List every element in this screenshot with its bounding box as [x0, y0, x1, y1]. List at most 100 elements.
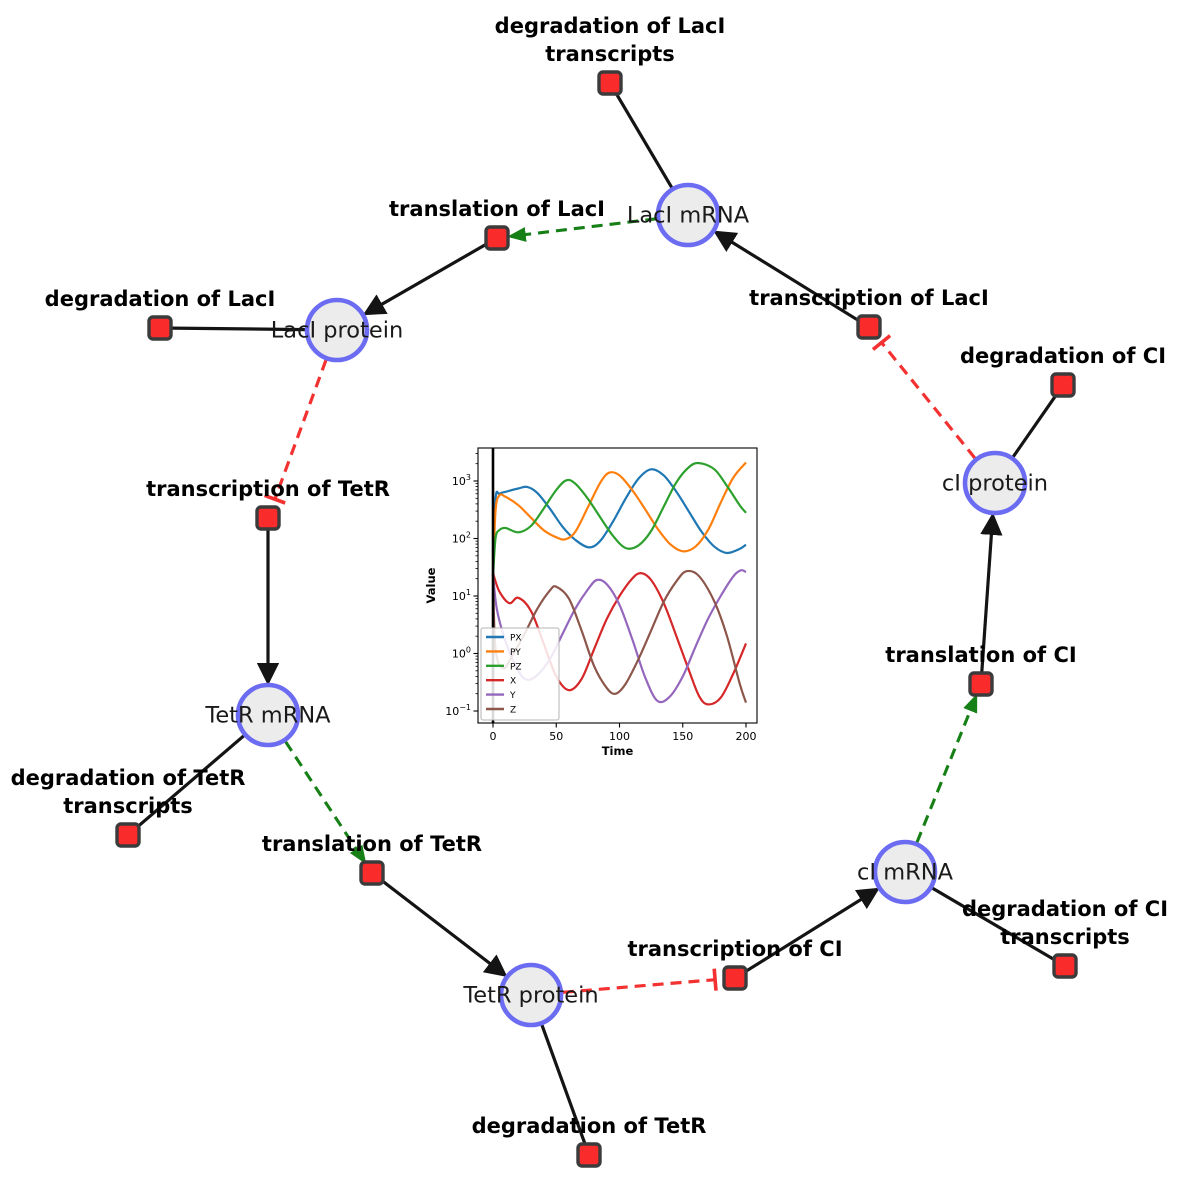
species-circle-icon	[962, 450, 1028, 516]
reaction-label-transcription-of-tetr: transcription of TetR	[146, 477, 390, 501]
species-circle-icon	[235, 682, 301, 748]
edge-production-translation-of-ci-to-ci-protein	[980, 512, 1003, 673]
reaction-square-icon	[147, 315, 173, 341]
species-label-tetr-mrna: TetR mRNA	[204, 703, 331, 729]
edge-modifier-tetr-mrna-to-translation-of-tetr	[284, 740, 367, 865]
species-label-tetr-protein: TetR protein	[462, 983, 598, 1009]
reaction-node-transcription-of-laci	[856, 314, 882, 340]
reaction-label-degradation-of-laci: degradation of LacI	[45, 287, 276, 311]
series-line-px	[491, 468, 747, 577]
legend-label-px: PX	[510, 634, 522, 644]
y-tick-label: 101	[452, 588, 471, 603]
inhibition-tbar-icon	[871, 334, 892, 351]
reaction-square-icon	[1052, 953, 1078, 979]
species-label-ci-mrna: cI mRNA	[857, 860, 954, 886]
reaction-node-translation-of-laci	[484, 225, 510, 251]
inset-chart: 10−1 100 101 102 103 0 50 100 150 200 Time Value PX P…	[424, 447, 758, 758]
reaction-square-icon	[255, 505, 281, 531]
reaction-square-icon	[856, 314, 882, 340]
reaction-node-translation-of-tetr	[359, 860, 385, 886]
species-circle-icon	[872, 839, 938, 905]
inhibition-tbar-icon	[263, 493, 286, 505]
reaction-nodes-layer	[115, 70, 1078, 1168]
edge-production-transcription-of-laci-to-laci-mrna	[713, 230, 860, 323]
reaction-square-icon	[597, 70, 623, 96]
reaction-label-degradation-of-laci-transcripts: degradation of LacI transcripts	[495, 14, 726, 66]
edge-inhibition-laci-protein-to-transcription-of-tetr	[263, 359, 328, 505]
series-line-pz	[491, 461, 747, 577]
axes-spines	[477, 447, 758, 724]
reaction-node-degradation-of-tetr	[576, 1142, 602, 1168]
edge-consumption-ci-mrna-to-degradation-of-ci-transcripts	[930, 886, 1056, 962]
species-label-laci-protein: LacI protein	[271, 318, 403, 344]
species-node-tetr-protein	[498, 962, 564, 1028]
edge-modifier-laci-mrna-to-translation-of-laci	[507, 217, 657, 242]
tick-labels-layer: 10−1 100 101 102 103 0 50 100 150 200	[445, 473, 756, 743]
species-node-tetr-mrna	[235, 682, 301, 748]
edge-consumption-laci-protein-to-degradation-of-laci	[171, 326, 307, 332]
legend-label-y: Y	[509, 691, 516, 701]
reaction-square-icon	[722, 965, 748, 991]
reaction-node-degradation-of-ci	[1050, 372, 1076, 398]
x-tick-label: 50	[549, 730, 563, 743]
edge-production-transcription-of-ci-to-ci-mrna	[744, 887, 880, 974]
species-label-laci-mrna: LacI mRNA	[627, 203, 750, 229]
species-node-laci-mrna	[655, 182, 721, 248]
y-axis-label: Value	[424, 567, 438, 603]
legend-label-z: Z	[510, 706, 516, 716]
edge-consumption-laci-mrna-to-degradation-of-laci-transcripts	[614, 92, 674, 190]
y-tick-label: 10−1	[445, 703, 471, 718]
series-line-x	[491, 571, 748, 706]
reaction-label-translation-of-tetr: translation of TetR	[262, 832, 482, 856]
x-tick-label: 200	[736, 730, 757, 743]
legend-label-py: PY	[510, 648, 521, 658]
edge-production-translation-of-tetr-to-tetr-protein	[380, 879, 508, 977]
reaction-label-transcription-of-ci: transcription of CI	[627, 937, 842, 961]
series-line-py	[491, 461, 747, 577]
reaction-label-translation-of-ci: translation of CI	[885, 643, 1076, 667]
y-tick-label: 102	[452, 531, 471, 546]
edge-modifier-ci-mrna-to-translation-of-ci	[915, 693, 978, 843]
reaction-square-icon	[576, 1142, 602, 1168]
legend-label-pz: PZ	[510, 662, 522, 672]
edge-inhibition-tetr-protein-to-transcription-of-ci	[562, 968, 718, 994]
edge-consumption-ci-protein-to-degradation-of-ci	[1011, 393, 1058, 459]
species-node-laci-protein	[304, 297, 370, 363]
reaction-label-translation-of-laci: translation of LacI	[389, 197, 605, 221]
reaction-node-degradation-of-tetr-transcripts	[115, 822, 141, 848]
species-circle-icon	[498, 962, 564, 1028]
reaction-label-degradation-of-ci-transcripts: degradation of CI transcripts	[962, 897, 1168, 949]
reaction-square-icon	[115, 822, 141, 848]
x-tick-label: 100	[609, 730, 630, 743]
reaction-node-transcription-of-ci	[722, 965, 748, 991]
y-tick-label: 103	[452, 473, 471, 488]
species-circle-icon	[304, 297, 370, 363]
reaction-node-transcription-of-tetr	[255, 505, 281, 531]
inhibition-tbar-icon	[712, 968, 718, 991]
species-circle-icon	[655, 182, 721, 248]
species-label-ci-protein: cI protein	[942, 471, 1048, 497]
ticks-layer	[473, 453, 747, 728]
reaction-square-icon	[1050, 372, 1076, 398]
reaction-node-translation-of-ci	[968, 671, 994, 697]
reaction-label-degradation-of-tetr-transcripts: degradation of TetR transcripts	[11, 766, 246, 818]
reaction-label-degradation-of-ci: degradation of CI	[960, 344, 1166, 368]
species-nodes-layer	[235, 182, 1028, 1028]
reaction-square-icon	[968, 671, 994, 697]
reaction-square-icon	[484, 225, 510, 251]
reaction-node-degradation-of-laci	[147, 315, 173, 341]
reaction-square-icon	[359, 860, 385, 886]
species-node-ci-mrna	[872, 839, 938, 905]
x-axis-label: Time	[602, 744, 634, 758]
reaction-node-degradation-of-laci-transcripts	[597, 70, 623, 96]
legend: PX PY PZ XYZ	[480, 627, 560, 721]
y-tick-label: 100	[452, 646, 471, 661]
labels-layer: degradation of LacI transcripts translatio…	[11, 14, 1168, 1138]
edge-consumption-tetr-protein-to-degradation-of-tetr	[540, 1023, 587, 1145]
x-tick-label: 150	[672, 730, 693, 743]
x-tick-label: 0	[490, 730, 497, 743]
edge-consumption-tetr-mrna-to-degradation-of-tetr-transcripts	[136, 733, 246, 829]
edge-inhibition-ci-protein-to-transcription-of-laci	[871, 334, 977, 460]
